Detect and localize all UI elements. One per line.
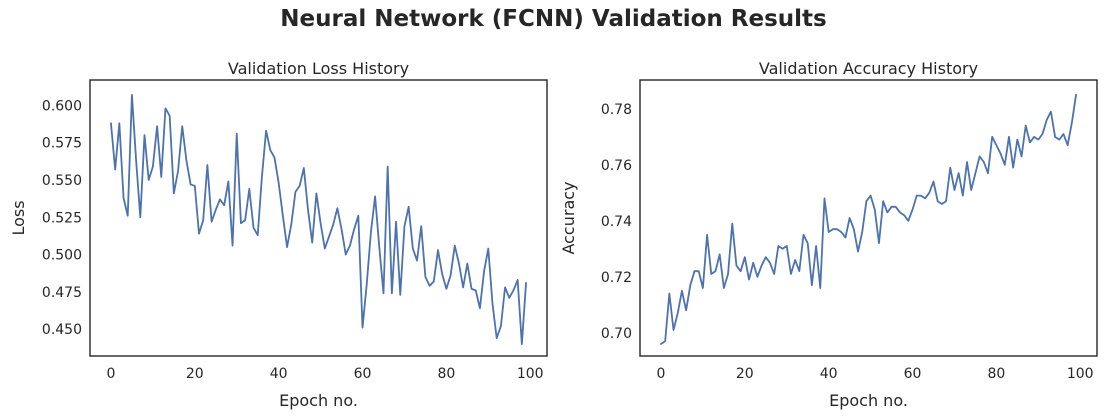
loss-x-tick-label: 60: [354, 366, 372, 382]
accuracy-x-tick-label: 80: [987, 366, 1005, 382]
accuracy-y-axis-label: Accuracy: [559, 181, 578, 254]
accuracy-y-tick-label: 0.76: [601, 158, 632, 174]
loss-chart-title: Validation Loss History: [228, 59, 409, 78]
loss-x-axis-label: Epoch no.: [279, 391, 358, 410]
figure-title: Neural Network (FCNN) Validation Results: [280, 6, 827, 32]
accuracy-x-tick-label: 20: [736, 366, 754, 382]
loss-y-tick-label: 0.450: [42, 322, 82, 338]
accuracy-x-axis-label: Epoch no.: [829, 391, 908, 410]
accuracy-x-tick-label: 100: [1067, 366, 1094, 382]
loss-y-tick-label: 0.600: [42, 98, 82, 114]
loss-series-line: [110, 94, 527, 345]
accuracy-series-line: [660, 93, 1077, 345]
loss-x-tick-label: 0: [107, 366, 116, 382]
accuracy-y-tick-label: 0.74: [601, 214, 632, 230]
accuracy-y-tick-label: 0.78: [601, 102, 632, 118]
accuracy-y-tick-label: 0.72: [601, 270, 632, 286]
loss-y-axis-label: Loss: [9, 200, 28, 235]
loss-y-tick-label: 0.525: [42, 210, 82, 226]
accuracy-chart-title: Validation Accuracy History: [759, 59, 978, 78]
loss-axes-frame: [89, 79, 548, 357]
loss-y-tick-label: 0.500: [42, 248, 82, 264]
loss-x-tick-label: 100: [517, 366, 544, 382]
loss-x-tick-label: 20: [186, 366, 204, 382]
accuracy-x-tick-label: 0: [657, 366, 666, 382]
loss-y-tick-label: 0.575: [42, 136, 82, 152]
loss-y-tick-label: 0.475: [42, 285, 82, 301]
loss-x-tick-label: 80: [437, 366, 455, 382]
accuracy-axes-frame: [639, 79, 1098, 357]
accuracy-x-tick-label: 60: [904, 366, 922, 382]
accuracy-y-tick-label: 0.70: [601, 326, 632, 342]
accuracy-x-tick-label: 40: [820, 366, 838, 382]
loss-x-tick-label: 40: [270, 366, 288, 382]
loss-y-tick-label: 0.550: [42, 173, 82, 189]
